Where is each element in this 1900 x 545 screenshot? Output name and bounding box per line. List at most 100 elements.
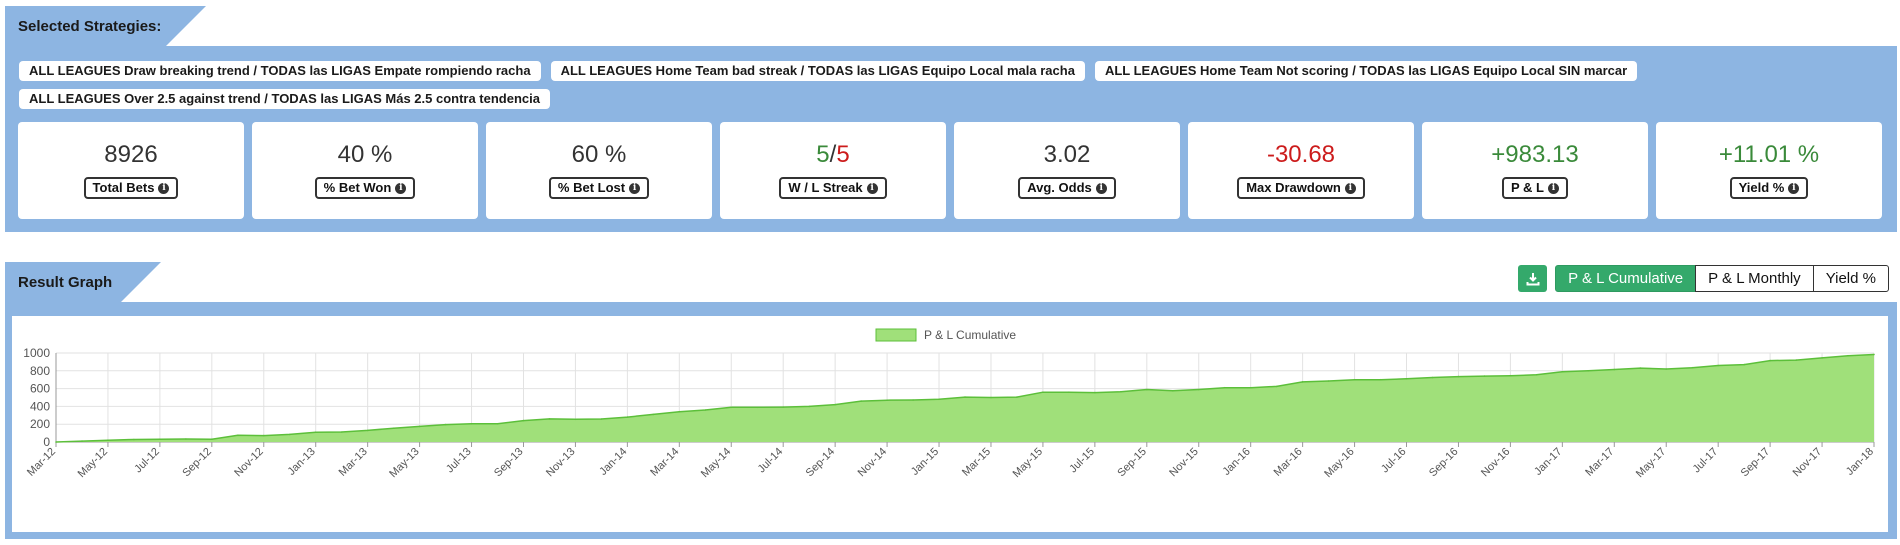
chart-card: 0 200 400 600 800 1000 Mar-12 May-12 Jul-12 Sep-1… [12,316,1888,532]
data-point [1327,380,1330,382]
strategy-tag[interactable]: ALL LEAGUES Home Team bad streak / TODAS… [550,61,1085,81]
max-drawdown-label[interactable]: Max Drawdown i [1237,177,1365,199]
data-point [392,427,395,429]
bet-won-label[interactable]: % Bet Won i [314,177,416,199]
pl-cumulative-area [56,354,1874,442]
data-point [159,438,161,440]
y-tick-label: 0 [43,435,50,449]
info-icon[interactable]: i [866,182,878,194]
data-point [55,441,57,443]
info-icon[interactable]: i [629,182,641,194]
data-point [496,423,499,425]
x-tick-label: Nov-16 [1479,446,1513,480]
x-tick-label: Mar-15 [960,446,993,479]
graph-mode-toggle: P & L Cumulative P & L Monthly Yield % [1555,265,1889,292]
x-tick-label: Jan-18 [1844,446,1876,478]
stat-total-bets: 8926 Total Bets i [18,122,244,219]
x-tick-label: Sep-13 [492,446,526,480]
data-point [574,418,577,421]
data-point [652,413,655,416]
data-point [1405,378,1408,380]
data-point [1223,386,1226,389]
x-tick-label: Sep-16 [1427,446,1461,480]
download-icon [1526,272,1540,285]
x-tick-label: May-13 [387,446,421,480]
x-tick-label: Jul-17 [1691,446,1721,476]
data-point [1821,357,1823,359]
x-tick-label: May-16 [1322,446,1356,480]
x-tick-label: Jan-15 [909,446,941,478]
selected-strategies-header: Selected Strategies: [5,6,206,46]
data-point [600,418,603,420]
data-point [288,433,291,436]
data-point [1042,391,1044,393]
data-point [1120,390,1122,393]
data-point [808,405,810,408]
avg-odds-label[interactable]: Avg. Odds i [1018,177,1116,199]
total-bets-label[interactable]: Total Bets i [83,177,179,199]
streak-separator: / [829,141,837,168]
pl-value: +983.13 [1491,141,1579,168]
data-point [1873,353,1875,356]
data-point [1016,396,1018,398]
x-tick-label: Jul-13 [444,446,474,476]
strategy-tag[interactable]: ALL LEAGUES Draw breaking trend / TODAS … [19,61,541,81]
bet-lost-label[interactable]: % Bet Lost i [548,177,650,199]
strategy-tag[interactable]: ALL LEAGUES Home Team Not scoring / TODA… [1094,61,1638,81]
data-point [81,440,83,442]
pl-monthly-button[interactable]: P & L Monthly [1695,265,1814,292]
stat-bet-lost: 60 % % Bet Lost i [486,122,712,219]
data-point [990,396,992,399]
y-tick-label: 600 [30,382,50,396]
max-drawdown-value: -30.68 [1266,141,1336,168]
info-icon[interactable]: i [158,182,170,194]
strategies-panel: ALL LEAGUES Draw breaking trend / TODAS … [5,46,1897,232]
stat-yield: +11.01 % Yield % i [1656,122,1882,219]
data-point [1613,368,1616,371]
data-point [886,399,888,401]
stat-bet-won: 40 % % Bet Won i [252,122,478,219]
data-point [1795,359,1797,361]
data-point [1483,375,1486,377]
info-icon[interactable]: i [1788,182,1800,194]
info-icon[interactable]: i [1548,182,1559,194]
x-tick-label: May-15 [1011,446,1045,480]
x-tick-label: Jul-15 [1067,446,1097,476]
x-tick-label: Jul-12 [132,446,162,476]
data-point [1457,375,1460,378]
data-point [626,416,629,418]
strategy-tag[interactable]: ALL LEAGUES Over 2.5 against trend / TOD… [19,89,550,109]
info-icon[interactable]: i [1344,182,1356,194]
data-point [1249,386,1252,389]
data-point [444,423,447,426]
info-icon[interactable]: i [1095,182,1107,194]
stat-streak: 5/5 W / L Streak i [720,122,946,219]
streak-label[interactable]: W / L Streak i [779,177,887,199]
data-point [1587,370,1590,372]
total-bets-value: 8926 [104,141,158,168]
y-tick-label: 800 [30,364,50,378]
data-point [1353,378,1356,381]
pl-cumulative-button[interactable]: P & L Cumulative [1555,265,1697,292]
data-point [1301,381,1304,383]
data-point [340,431,343,433]
stats-row: 8926 Total Bets i 40 % % Bet Won i 60 % % … [18,122,1882,219]
win-streak: 5 [816,141,830,168]
info-icon[interactable]: i [395,182,407,194]
yield-label[interactable]: Yield % i [1729,177,1809,199]
x-tick-label: Sep-17 [1739,446,1773,480]
yield-button[interactable]: Yield % [1812,265,1889,292]
data-point [263,434,265,437]
data-point [730,406,733,409]
data-point [912,399,914,401]
selected-strategies-title: Selected Strategies: [18,17,162,35]
download-button[interactable] [1518,265,1548,292]
result-graph-title: Result Graph [18,273,113,291]
data-point [1197,388,1200,391]
x-tick-label: Nov-12 [232,446,266,480]
x-tick-label: Mar-13 [337,446,370,479]
data-point [133,438,135,441]
data-point [678,410,681,413]
x-tick-label: Nov-17 [1791,446,1825,480]
